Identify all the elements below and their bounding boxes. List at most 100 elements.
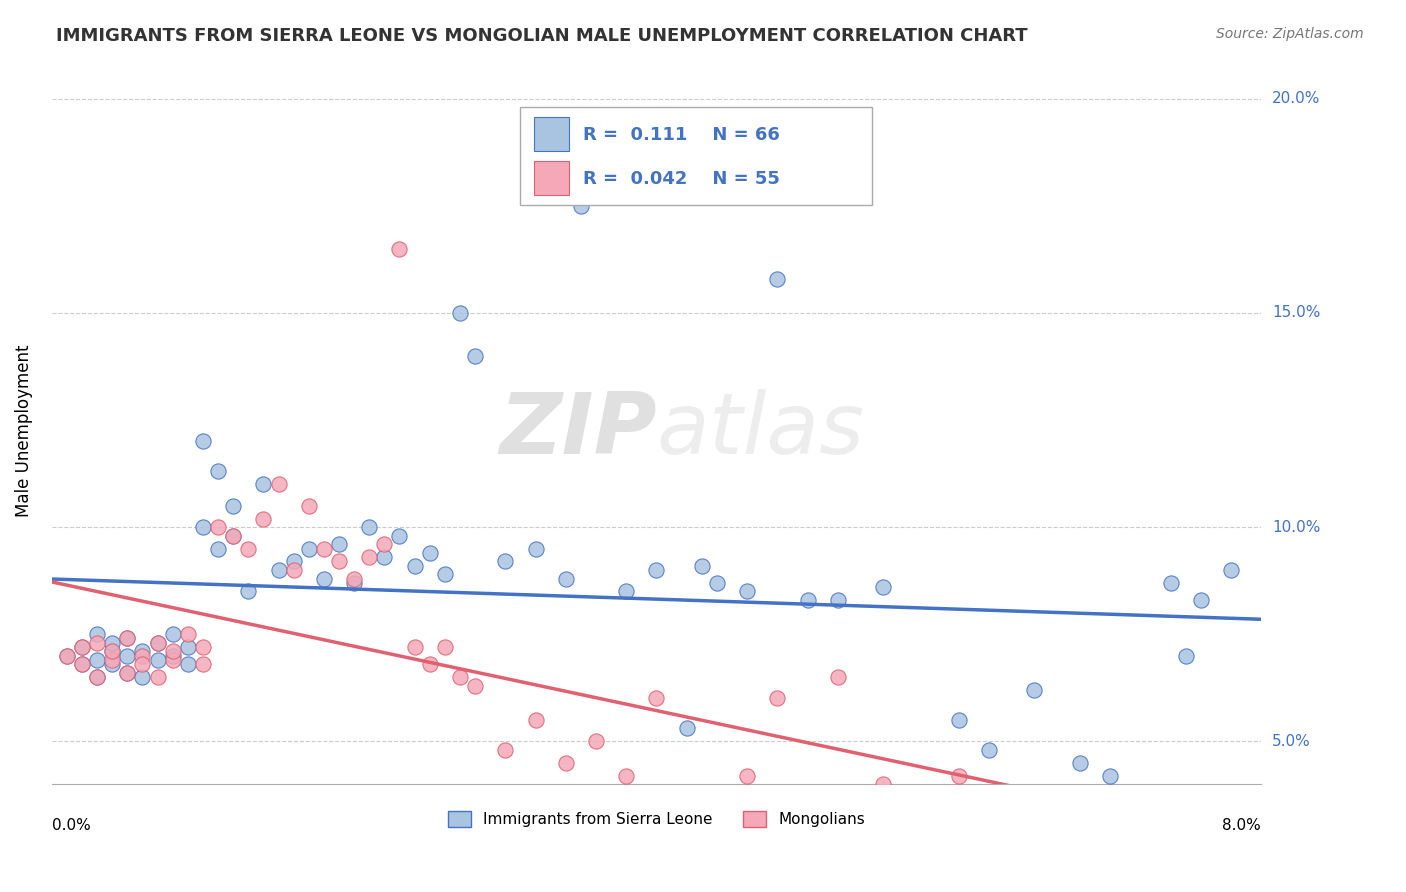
Text: 5.0%: 5.0% <box>1272 734 1310 748</box>
Point <box>872 580 894 594</box>
Text: 8.0%: 8.0% <box>1222 818 1261 833</box>
Point <box>222 499 245 513</box>
Point <box>267 477 290 491</box>
Point <box>706 575 728 590</box>
Point <box>222 529 245 543</box>
Point <box>162 627 184 641</box>
Point <box>117 665 139 680</box>
Point <box>117 648 139 663</box>
Point <box>735 768 758 782</box>
Point <box>328 554 350 568</box>
Point <box>343 575 366 590</box>
FancyBboxPatch shape <box>534 117 569 151</box>
Point <box>1160 575 1182 590</box>
Text: R =  0.111    N = 66: R = 0.111 N = 66 <box>583 126 780 144</box>
Point <box>177 640 200 654</box>
Point <box>433 640 456 654</box>
FancyBboxPatch shape <box>534 161 569 195</box>
Y-axis label: Male Unemployment: Male Unemployment <box>15 344 32 517</box>
Point <box>464 679 486 693</box>
Point <box>388 242 411 256</box>
Point <box>872 777 894 791</box>
Point <box>419 546 441 560</box>
Point <box>690 558 713 573</box>
Point <box>146 653 169 667</box>
Point <box>675 786 697 800</box>
Point <box>1098 768 1121 782</box>
Point <box>222 529 245 543</box>
Point <box>267 563 290 577</box>
Point <box>252 477 274 491</box>
Point <box>177 657 200 672</box>
Point <box>207 541 229 556</box>
Point <box>86 670 108 684</box>
Point <box>433 567 456 582</box>
Point <box>191 520 214 534</box>
Point <box>131 648 153 663</box>
Point <box>70 640 93 654</box>
Point <box>146 636 169 650</box>
Point <box>645 563 668 577</box>
Point <box>464 349 486 363</box>
Point <box>101 636 124 650</box>
Point <box>614 584 637 599</box>
Point <box>70 640 93 654</box>
Point <box>796 593 818 607</box>
Point <box>569 199 592 213</box>
Point <box>1174 811 1197 825</box>
Point <box>207 520 229 534</box>
Point <box>419 657 441 672</box>
Point <box>298 541 321 556</box>
Point <box>86 627 108 641</box>
Point <box>917 786 939 800</box>
Point <box>706 786 728 800</box>
Point <box>404 558 426 573</box>
Point <box>101 644 124 658</box>
Point <box>298 499 321 513</box>
Legend: Immigrants from Sierra Leone, Mongolians: Immigrants from Sierra Leone, Mongolians <box>441 805 872 833</box>
Point <box>131 670 153 684</box>
Point <box>645 691 668 706</box>
Point <box>554 572 576 586</box>
FancyBboxPatch shape <box>520 107 872 205</box>
Point <box>131 644 153 658</box>
Point <box>146 636 169 650</box>
Point <box>1024 786 1046 800</box>
Point <box>86 653 108 667</box>
Point <box>614 768 637 782</box>
Point <box>1174 648 1197 663</box>
Point <box>283 554 305 568</box>
Point <box>735 584 758 599</box>
Point <box>796 786 818 800</box>
Point <box>449 306 471 320</box>
Text: ZIP: ZIP <box>499 389 657 472</box>
Point <box>343 572 366 586</box>
Point <box>827 670 849 684</box>
Point <box>312 541 335 556</box>
Point <box>117 632 139 646</box>
Point <box>70 657 93 672</box>
Point <box>146 670 169 684</box>
Point <box>1189 593 1212 607</box>
Text: IMMIGRANTS FROM SIERRA LEONE VS MONGOLIAN MALE UNEMPLOYMENT CORRELATION CHART: IMMIGRANTS FROM SIERRA LEONE VS MONGOLIA… <box>56 27 1028 45</box>
Point <box>977 743 1000 757</box>
Point <box>948 713 970 727</box>
Point <box>373 550 395 565</box>
Point <box>494 554 516 568</box>
Point <box>283 563 305 577</box>
Point <box>1024 682 1046 697</box>
Point <box>328 537 350 551</box>
Point <box>388 529 411 543</box>
Point <box>359 520 381 534</box>
Point <box>494 743 516 757</box>
Point <box>177 627 200 641</box>
Point <box>948 768 970 782</box>
Point <box>131 657 153 672</box>
Point <box>162 644 184 658</box>
Point <box>191 434 214 449</box>
Point <box>191 640 214 654</box>
Point <box>1098 863 1121 877</box>
Point <box>977 798 1000 813</box>
Text: 0.0%: 0.0% <box>52 818 90 833</box>
Text: Source: ZipAtlas.com: Source: ZipAtlas.com <box>1216 27 1364 41</box>
